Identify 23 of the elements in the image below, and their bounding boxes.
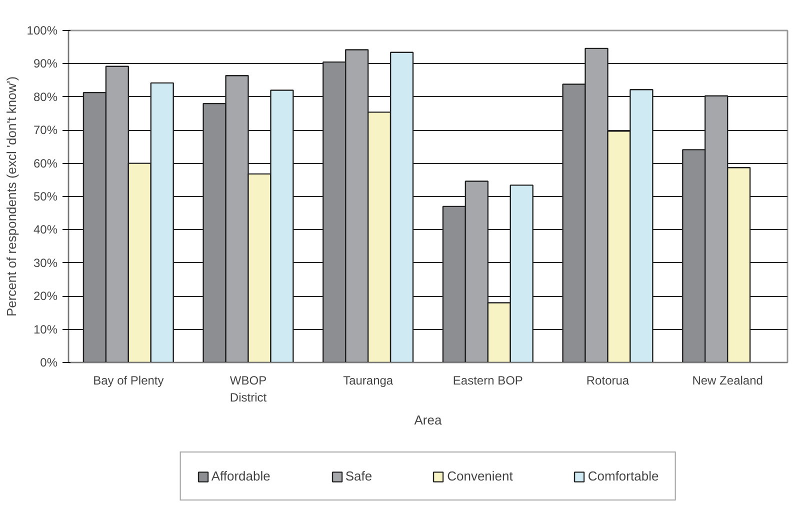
x-tick-label: Rotorua bbox=[586, 374, 630, 388]
x-tick-label: Tauranga bbox=[343, 374, 394, 388]
x-tick-label: Bay of Plenty bbox=[93, 374, 164, 388]
legend-label: Convenient bbox=[447, 468, 513, 484]
x-tick-label: New Zealand bbox=[692, 374, 763, 388]
y-axis-title: Percent of respondents (excl 'don't know') bbox=[4, 76, 19, 317]
y-tick-label: 90% bbox=[33, 56, 58, 71]
y-tick-label: 50% bbox=[33, 190, 58, 204]
legend-label: Affordable bbox=[211, 468, 270, 484]
legend-label: Safe bbox=[345, 468, 372, 484]
y-tick-label: 40% bbox=[33, 222, 58, 237]
y-tick-label: 70% bbox=[33, 123, 58, 138]
y-tick-label: 30% bbox=[33, 256, 58, 270]
x-tick-label: Eastern BOP bbox=[452, 374, 523, 388]
y-tick-label: 0% bbox=[40, 356, 58, 370]
legend-label: Comfortable bbox=[588, 468, 659, 484]
y-tick-label: 60% bbox=[33, 156, 58, 170]
x-tick-label: WBOP District bbox=[230, 374, 268, 404]
y-tick-label: 100% bbox=[26, 24, 58, 38]
y-tick-label: 20% bbox=[33, 289, 58, 304]
y-tick-label: 80% bbox=[33, 90, 58, 104]
y-tick-label: 10% bbox=[33, 322, 58, 336]
x-axis-title: Area bbox=[414, 412, 442, 428]
